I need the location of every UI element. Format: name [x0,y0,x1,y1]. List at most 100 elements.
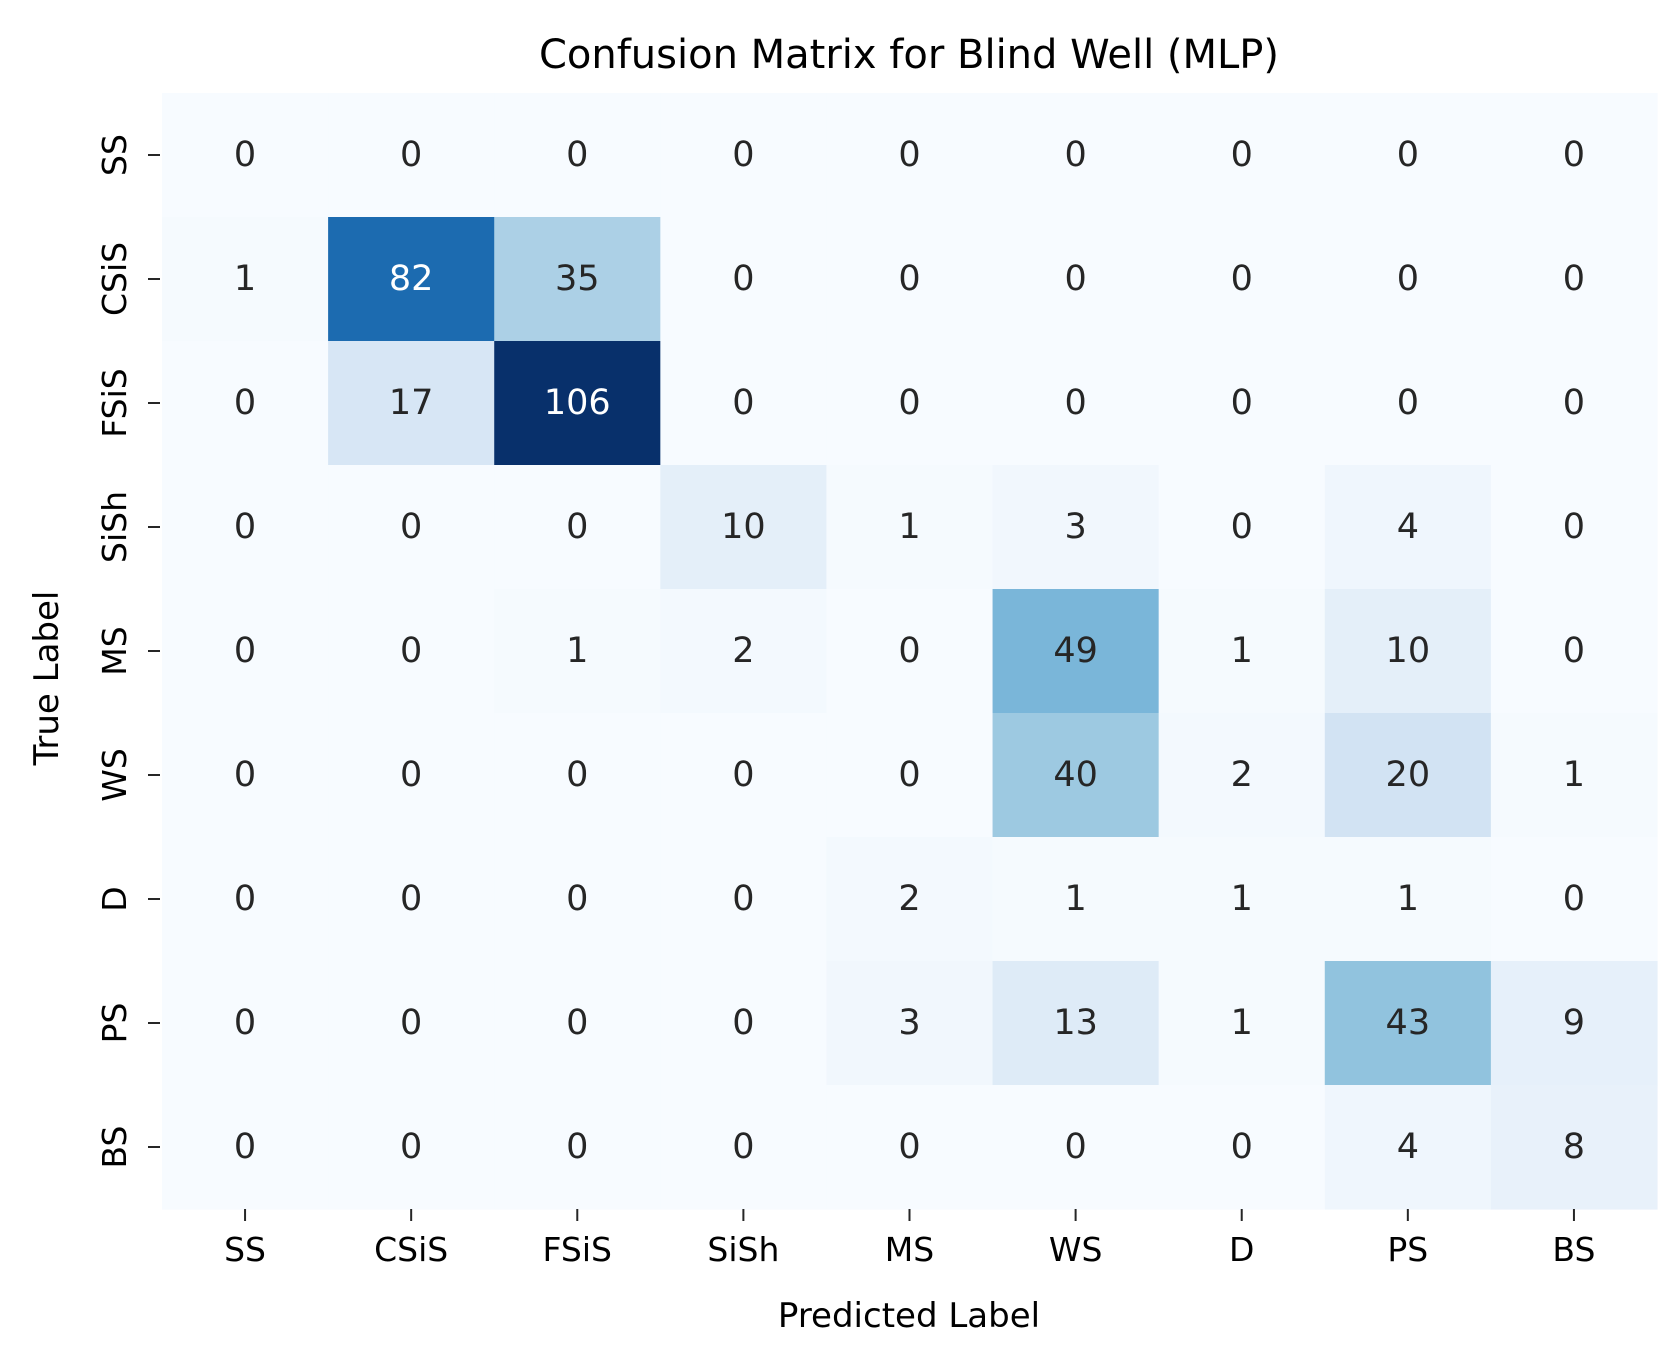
cell-value-fsis-ms: 0 [898,383,920,423]
heatmap-cell-fsis-bs [1490,341,1658,466]
cell-value-sish-bs: 0 [1563,507,1585,547]
cell-value-ms-ps: 10 [1386,631,1431,671]
heatmap-cell-ms-ws [992,589,1160,714]
heatmap-cell-sish-ms [826,465,994,590]
heatmap-cell-sish-ws [992,465,1160,590]
y-tick-label-d: D [95,886,134,911]
heatmap-cell-d-ss [162,837,329,962]
cell-value-bs-fsis: 0 [566,1127,588,1167]
heatmap-cell-csis-sish [660,217,828,342]
x-tick-label-bs: BS [1552,1230,1595,1269]
cell-value-fsis-d: 0 [1231,383,1253,423]
heatmap-cells [162,93,1658,1210]
cell-value-sish-csis: 0 [400,507,422,547]
heatmap-cell-d-ws [992,837,1160,962]
heatmap-cell-ws-sish [660,713,828,838]
cell-value-d-ms: 2 [898,879,920,919]
x-tick-label-sish: SiSh [707,1230,779,1269]
cell-value-ss-csis: 0 [400,135,422,175]
heatmap-cell-ws-d [1158,713,1326,838]
heatmap-cell-csis-ss [162,217,329,342]
heatmap-cell-ws-ss [162,713,329,838]
heatmap-cell-ws-csis [328,713,495,838]
heatmap-cell-csis-csis [328,217,495,342]
heatmap-cell-fsis-ws [992,341,1160,466]
heatmap-cell-bs-csis [328,1085,495,1210]
cell-value-ss-fsis: 0 [566,135,588,175]
y-tick-label-ws: WS [95,748,134,802]
heatmap-cell-ms-ms [826,589,994,714]
heatmap-cell-ms-d [1158,589,1326,714]
heatmap-cell-csis-bs [1490,217,1658,342]
heatmap-cell-ss-csis [328,93,495,218]
heatmap-cell-sish-ss [162,465,329,590]
cell-value-ws-d: 2 [1231,755,1253,795]
heatmap-cell-ss-sish [660,93,828,218]
cell-value-ss-bs: 0 [1563,135,1585,175]
heatmap-cell-ws-ws [992,713,1160,838]
heatmap-cell-bs-sish [660,1085,828,1210]
cell-value-ws-ss: 0 [234,755,256,795]
heatmap-cell-csis-ps [1324,217,1492,342]
heatmap-cell-bs-d [1158,1085,1326,1210]
cell-value-fsis-fsis: 106 [544,383,611,423]
x-tick-label-d: D [1229,1230,1254,1269]
cell-value-sish-d: 0 [1231,507,1253,547]
heatmap-cell-d-csis [328,837,495,962]
cell-value-bs-sish: 0 [732,1127,754,1167]
cell-value-bs-ws: 0 [1064,1127,1086,1167]
cell-value-bs-ps: 4 [1397,1127,1419,1167]
heatmap-cell-csis-fsis [494,217,661,342]
cell-value-ps-ms: 3 [898,1003,920,1043]
cell-value-d-fsis: 0 [566,879,588,919]
y-tick-label-csis: CSiS [95,242,134,316]
cell-value-ms-csis: 0 [400,631,422,671]
x-tick-label-ss: SS [224,1230,266,1269]
cell-value-ss-ws: 0 [1064,135,1086,175]
cell-value-d-d: 1 [1231,879,1253,919]
cell-value-sish-ss: 0 [234,507,256,547]
cell-value-ms-bs: 0 [1563,631,1585,671]
cell-value-ss-d: 0 [1231,135,1253,175]
y-tick-label-bs: BS [95,1125,134,1168]
cell-value-bs-ss: 0 [234,1127,256,1167]
cell-value-csis-csis: 82 [389,259,434,299]
heatmap-cell-fsis-sish [660,341,828,466]
cell-value-sish-ps: 4 [1397,507,1419,547]
x-axis-label: Predicted Label [778,1296,1040,1336]
heatmap-cell-sish-fsis [494,465,661,590]
cell-value-ms-ms: 0 [898,631,920,671]
cell-value-fsis-csis: 17 [389,383,434,423]
cell-value-ps-ps: 43 [1386,1003,1431,1043]
heatmap-cell-d-ms [826,837,994,962]
cell-value-d-ps: 1 [1397,879,1419,919]
heatmap-cell-fsis-ps [1324,341,1492,466]
cell-value-csis-fsis: 35 [555,259,600,299]
heatmap-cell-ws-ms [826,713,994,838]
cell-value-d-sish: 0 [732,879,754,919]
heatmap-cell-ms-ps [1324,589,1492,714]
cell-value-d-csis: 0 [400,879,422,919]
cell-value-csis-ps: 0 [1397,259,1419,299]
cell-value-csis-bs: 0 [1563,259,1585,299]
cell-value-csis-ws: 0 [1064,259,1086,299]
x-tick-label-fsis: FSiS [543,1230,612,1269]
cell-value-csis-d: 0 [1231,259,1253,299]
cell-value-sish-ws: 3 [1064,507,1086,547]
x-tick-label-ps: PS [1387,1230,1428,1269]
heatmap-cell-ms-csis [328,589,495,714]
heatmap-cell-d-ps [1324,837,1492,962]
heatmap-cell-sish-d [1158,465,1326,590]
heatmap-cell-ps-ws [992,961,1160,1086]
x-axis-ticks: SS CSiS FSiS SiSh MS WS D PS BS [224,1209,1595,1269]
x-tick-label-ms: MS [885,1230,934,1269]
heatmap-cell-ps-ps [1324,961,1492,1086]
heatmap-cell-ss-ss [162,93,329,218]
heatmap-cell-bs-ms [826,1085,994,1210]
y-tick-label-ms: MS [95,626,134,675]
heatmap-cell-ws-ps [1324,713,1492,838]
cell-value-ms-d: 1 [1231,631,1253,671]
cell-value-ms-fsis: 1 [566,631,588,671]
heatmap-cell-bs-fsis [494,1085,661,1210]
cell-value-ps-sish: 0 [732,1003,754,1043]
